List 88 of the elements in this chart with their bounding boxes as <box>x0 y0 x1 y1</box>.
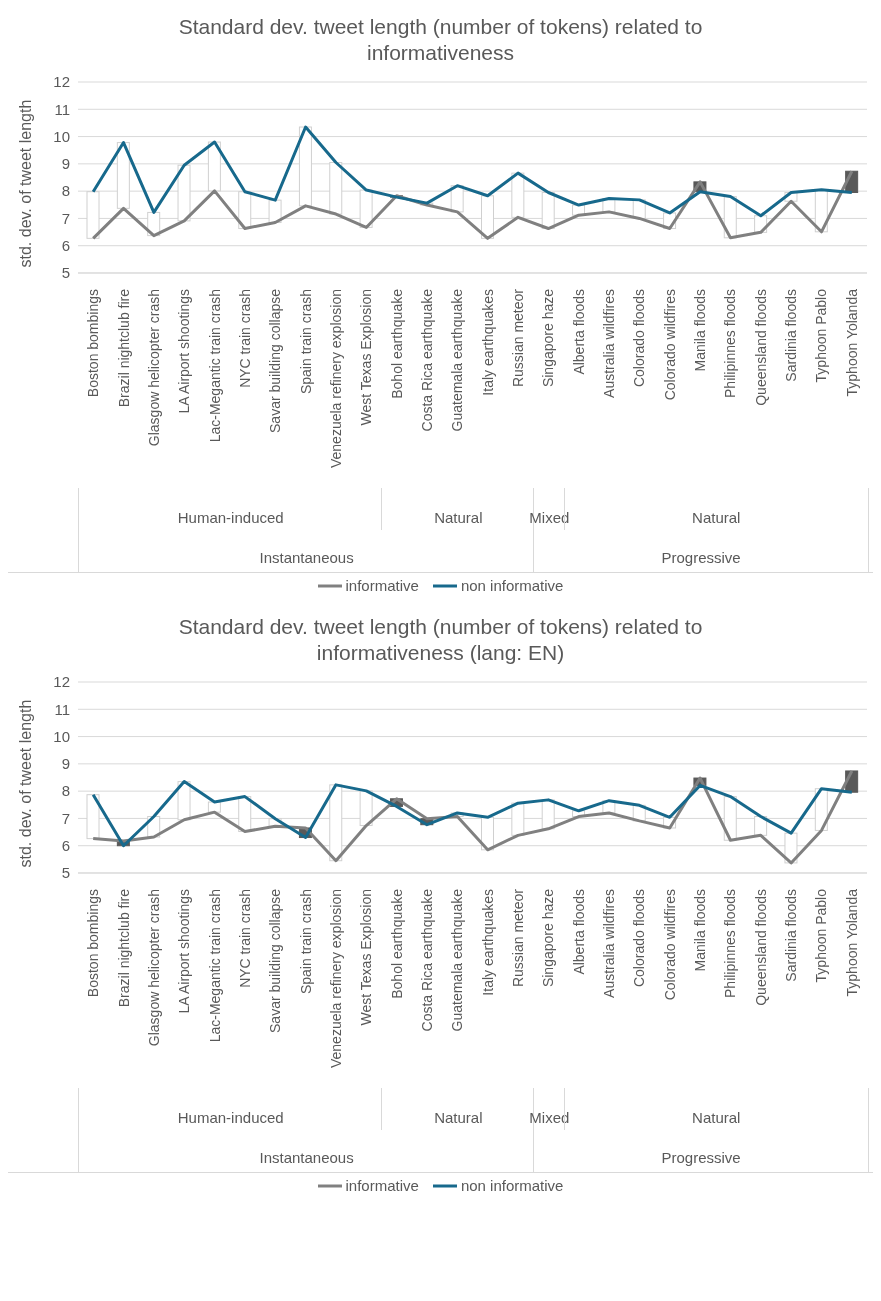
x-tick-label: Sardinia floods <box>783 889 800 982</box>
x-tick-label: Spain train crash <box>297 289 314 395</box>
x-tick-label: Bohol earthquake <box>388 888 405 999</box>
x-tick-label: Guatemala earthquake <box>449 288 466 432</box>
y-tick-label: 11 <box>54 700 70 718</box>
x-tick-label: Singapore haze <box>540 888 557 988</box>
x-tick-label: Queensland floods <box>752 289 769 406</box>
x-tick-label: Spain train crash <box>297 889 314 995</box>
x-tick-label: NYC train crash <box>236 889 253 988</box>
x-tick-label: Savar building collapse <box>267 888 284 1033</box>
x-tick-label: Manila floods <box>692 289 709 372</box>
x-tick-label: Boston bombings <box>85 889 102 998</box>
x-tick-label: Glasgow helicopter crash <box>145 289 162 447</box>
x-tick-label: Sardinia floods <box>783 289 800 382</box>
text: Mixed <box>529 1109 570 1128</box>
x-tick-label: Russian meteor <box>510 288 527 388</box>
y-axis-title: std. dev. of tweet length <box>16 99 34 268</box>
x-tick-label: Costa Rica earthquake <box>418 288 435 432</box>
y-tick-label: 7 <box>61 209 70 227</box>
y-tick-label: 12 <box>53 673 70 691</box>
x-tick-label: Savar building collapse <box>267 288 284 433</box>
x-tick-label: Glasgow helicopter crash <box>145 889 162 1047</box>
text: Human-induced <box>177 509 284 528</box>
text: Progressive <box>661 549 741 568</box>
x-tick-label: Australia wildfires <box>601 889 618 998</box>
x-tick-label: Queensland floods <box>752 889 769 1006</box>
x-tick-label: Singapore haze <box>540 288 557 388</box>
x-tick-label: Colorado wildfires <box>661 289 678 401</box>
x-tick-label: Guatemala earthquake <box>449 888 466 1032</box>
x-tick-label: Italy earthquakes <box>479 889 496 996</box>
x-tick-label: Bohol earthquake <box>388 288 405 399</box>
y-tick-label: 12 <box>53 73 70 91</box>
x-tick-label: Philipinnes floods <box>722 889 739 998</box>
x-tick-label: Costa Rica earthquake <box>418 888 435 1032</box>
x-tick-label: NYC train crash <box>236 289 253 388</box>
x-tick-label: West Texas Explosion <box>358 289 375 426</box>
y-tick-label: 9 <box>61 155 70 173</box>
chart-title: Standard dev. tweet length (number of tokens) related to informativeness (lang: EN) <box>177 614 704 666</box>
x-tick-label: Alberta floods <box>570 889 587 975</box>
y-tick-label: 5 <box>61 264 70 282</box>
x-tick-label: Boston bombings <box>85 289 102 398</box>
x-tick-label: Brazil nightclub fire <box>115 288 132 408</box>
x-tick-label: Typhoon Pablo <box>813 888 830 983</box>
x-tick-label: Lac-Megantic train crash <box>206 889 223 1043</box>
x-tick-label: Italy earthquakes <box>479 289 496 396</box>
x-tick-label: Typhoon Yolanda <box>843 288 860 397</box>
x-tick-label: Russian meteor <box>510 888 527 988</box>
y-axis-title: std. dev. of tweet length <box>16 699 34 868</box>
text: Natural <box>434 1109 483 1128</box>
x-tick-label: Australia wildfires <box>601 289 618 398</box>
legend-label: informative <box>345 1177 419 1194</box>
x-tick-label: Philipinnes floods <box>722 289 739 398</box>
y-tick-label: 7 <box>61 809 70 827</box>
x-tick-label: LA Airport shootings <box>176 889 193 1014</box>
x-tick-label: LA Airport shootings <box>176 289 193 414</box>
text: Natural <box>692 509 741 528</box>
y-tick-label: 8 <box>61 782 70 800</box>
x-tick-label: Venezuela refinery explosion <box>327 889 344 1069</box>
y-tick-label: 8 <box>61 182 70 200</box>
text: Natural <box>434 509 483 528</box>
y-tick-label: 6 <box>61 237 70 255</box>
chart-title: Standard dev. tweet length (number of tokens) related to informativeness <box>177 14 704 66</box>
y-tick-label: 11 <box>54 100 70 118</box>
text: Progressive <box>661 1149 741 1168</box>
x-tick-label: Venezuela refinery explosion <box>327 289 344 469</box>
x-tick-label: Typhoon Pablo <box>813 288 830 383</box>
text: Instantaneous <box>259 1149 354 1168</box>
x-tick-label: West Texas Explosion <box>358 889 375 1026</box>
legend-label: informative <box>345 577 419 594</box>
y-tick-label: 6 <box>61 837 70 855</box>
text: Human-induced <box>177 1109 284 1128</box>
legend-label: non informative <box>460 577 564 594</box>
y-tick-label: 5 <box>61 864 70 882</box>
y-tick-label: 9 <box>61 755 70 773</box>
x-tick-label: Typhoon Yolanda <box>843 888 860 997</box>
y-tick-label: 10 <box>53 127 70 145</box>
x-tick-label: Colorado floods <box>631 289 648 388</box>
y-tick-label: 10 <box>53 727 70 745</box>
x-tick-label: Alberta floods <box>570 289 587 375</box>
x-tick-label: Lac-Megantic train crash <box>206 289 223 443</box>
legend-label: non informative <box>460 1177 564 1194</box>
text: Mixed <box>529 509 570 528</box>
x-tick-label: Brazil nightclub fire <box>115 888 132 1008</box>
x-tick-label: Manila floods <box>692 889 709 972</box>
text: Instantaneous <box>259 549 354 568</box>
x-tick-label: Colorado wildfires <box>661 889 678 1001</box>
text: Natural <box>692 1109 741 1128</box>
x-tick-label: Colorado floods <box>631 889 648 988</box>
